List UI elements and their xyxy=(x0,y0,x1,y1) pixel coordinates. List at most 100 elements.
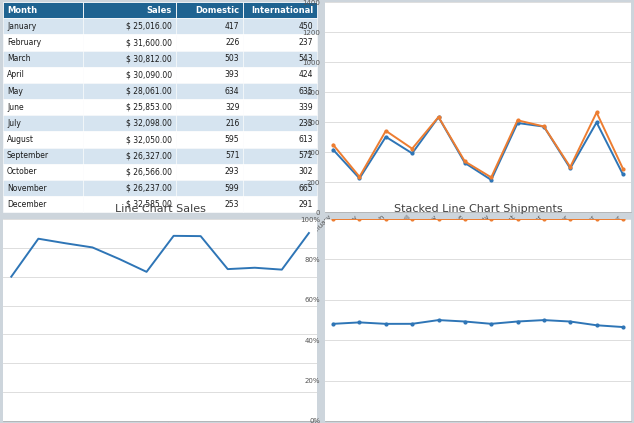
Bar xyxy=(83,132,176,148)
Text: February: February xyxy=(7,38,41,47)
Bar xyxy=(3,99,83,115)
Text: March: March xyxy=(7,54,30,63)
Text: June: June xyxy=(7,103,23,112)
Bar xyxy=(243,196,317,212)
Text: January: January xyxy=(7,22,36,31)
Text: 417: 417 xyxy=(225,22,240,31)
Bar xyxy=(83,34,176,51)
Text: $ 25,853.00: $ 25,853.00 xyxy=(126,103,172,112)
Text: 599: 599 xyxy=(225,184,240,192)
Bar xyxy=(243,148,317,164)
Bar xyxy=(83,99,176,115)
Text: 339: 339 xyxy=(299,103,313,112)
Bar xyxy=(3,132,83,148)
Text: October: October xyxy=(7,168,37,176)
Text: 543: 543 xyxy=(299,54,313,63)
Bar xyxy=(3,83,83,99)
Bar xyxy=(3,51,83,67)
Text: 503: 503 xyxy=(225,54,240,63)
Text: $ 32,098.00: $ 32,098.00 xyxy=(126,119,172,128)
Text: September: September xyxy=(7,151,49,160)
Bar xyxy=(243,132,317,148)
Bar xyxy=(3,148,83,164)
Text: 595: 595 xyxy=(225,135,240,144)
Bar xyxy=(176,99,243,115)
Bar xyxy=(83,164,176,180)
Text: November: November xyxy=(7,184,46,192)
Text: $ 26,566.00: $ 26,566.00 xyxy=(126,168,172,176)
Text: April: April xyxy=(7,70,25,80)
Bar xyxy=(3,67,83,83)
Text: August: August xyxy=(7,135,34,144)
Text: 424: 424 xyxy=(299,70,313,80)
Text: $ 25,016.00: $ 25,016.00 xyxy=(126,22,172,31)
Bar xyxy=(176,18,243,34)
Bar xyxy=(176,51,243,67)
Bar xyxy=(83,148,176,164)
Bar xyxy=(176,180,243,196)
Bar xyxy=(83,2,176,18)
Bar xyxy=(243,67,317,83)
Bar xyxy=(83,51,176,67)
Bar xyxy=(243,34,317,51)
Title: Line Chart Sales: Line Chart Sales xyxy=(115,204,205,214)
Text: $ 31,600.00: $ 31,600.00 xyxy=(126,38,172,47)
Text: 237: 237 xyxy=(299,38,313,47)
Text: 226: 226 xyxy=(225,38,240,47)
Bar xyxy=(3,18,83,34)
Text: 572: 572 xyxy=(299,151,313,160)
Bar xyxy=(176,2,243,18)
Text: 233: 233 xyxy=(299,119,313,128)
Text: 665: 665 xyxy=(299,184,313,192)
Bar xyxy=(243,164,317,180)
Text: 216: 216 xyxy=(225,119,240,128)
Bar xyxy=(243,180,317,196)
Bar xyxy=(243,51,317,67)
Bar xyxy=(176,34,243,51)
Text: International: International xyxy=(251,5,313,15)
Bar xyxy=(3,115,83,132)
Text: 291: 291 xyxy=(299,200,313,209)
Bar xyxy=(176,132,243,148)
Text: 293: 293 xyxy=(225,168,240,176)
Bar xyxy=(243,115,317,132)
Text: $ 30,090.00: $ 30,090.00 xyxy=(126,70,172,80)
Text: 635: 635 xyxy=(299,87,313,96)
Bar xyxy=(243,18,317,34)
Text: Month: Month xyxy=(7,5,37,15)
Text: $ 32,585.00: $ 32,585.00 xyxy=(126,200,172,209)
Bar xyxy=(176,115,243,132)
Bar xyxy=(3,196,83,212)
Text: 571: 571 xyxy=(225,151,240,160)
Text: Sales: Sales xyxy=(146,5,172,15)
Text: $ 32,050.00: $ 32,050.00 xyxy=(126,135,172,144)
Text: 613: 613 xyxy=(299,135,313,144)
Bar xyxy=(83,180,176,196)
Bar xyxy=(83,18,176,34)
Text: 450: 450 xyxy=(299,22,313,31)
Bar xyxy=(243,2,317,18)
Text: $ 30,812.00: $ 30,812.00 xyxy=(126,54,172,63)
Text: July: July xyxy=(7,119,21,128)
Bar xyxy=(176,67,243,83)
Bar xyxy=(3,180,83,196)
Text: Domestic: Domestic xyxy=(195,5,240,15)
Bar xyxy=(243,99,317,115)
Text: 634: 634 xyxy=(225,87,240,96)
Bar xyxy=(83,196,176,212)
Text: 302: 302 xyxy=(299,168,313,176)
Bar xyxy=(83,83,176,99)
Bar xyxy=(3,164,83,180)
Text: $ 26,237.00: $ 26,237.00 xyxy=(126,184,172,192)
Bar xyxy=(176,148,243,164)
Text: 329: 329 xyxy=(225,103,240,112)
Text: $ 28,061.00: $ 28,061.00 xyxy=(126,87,172,96)
Bar xyxy=(176,164,243,180)
Text: 253: 253 xyxy=(225,200,240,209)
Bar xyxy=(176,83,243,99)
Text: December: December xyxy=(7,200,46,209)
Text: 393: 393 xyxy=(225,70,240,80)
Bar xyxy=(243,83,317,99)
Bar xyxy=(176,196,243,212)
Bar xyxy=(83,67,176,83)
